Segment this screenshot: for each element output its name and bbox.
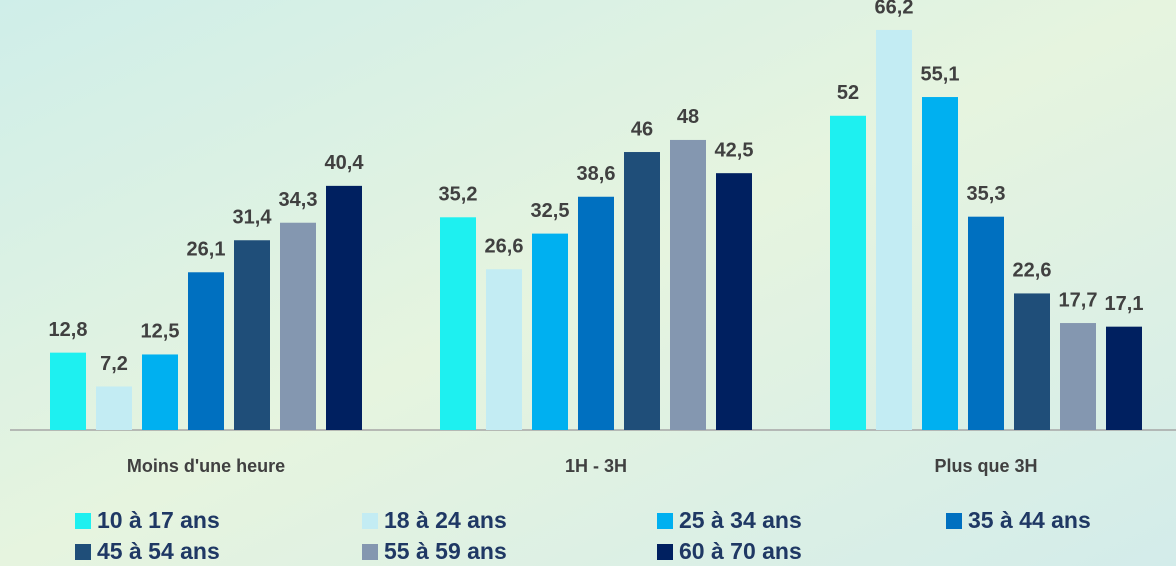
- legend-swatch: [657, 513, 673, 529]
- legend-label: 25 à 34 ans: [679, 507, 802, 533]
- value-label: 32,5: [531, 200, 570, 222]
- legend-swatch: [362, 513, 378, 529]
- legend-swatch: [946, 513, 962, 529]
- legend-label: 35 à 44 ans: [968, 507, 1091, 533]
- value-label: 34,3: [279, 189, 318, 211]
- legend-swatch: [75, 544, 91, 560]
- value-label: 55,1: [921, 63, 960, 85]
- legend-swatch: [75, 513, 91, 529]
- legend-label: 55 à 59 ans: [384, 538, 507, 564]
- bar: [968, 216, 1004, 430]
- value-label: 46: [631, 118, 653, 140]
- bar: [486, 269, 522, 430]
- x-tick-label: 1H - 3H: [565, 456, 627, 476]
- bar: [922, 97, 958, 430]
- bar: [234, 240, 270, 430]
- value-label: 38,6: [577, 163, 616, 185]
- legend-swatch: [362, 544, 378, 560]
- value-label: 12,5: [141, 321, 180, 343]
- bar: [532, 233, 568, 430]
- legend-label: 10 à 17 ans: [97, 507, 220, 533]
- value-label: 17,7: [1059, 289, 1098, 311]
- bar: [440, 217, 476, 430]
- x-tick-label: Plus que 3H: [934, 456, 1037, 476]
- x-tick-label: Moins d'une heure: [127, 456, 285, 476]
- value-label: 12,8: [49, 319, 88, 341]
- bar: [96, 386, 132, 430]
- value-label: 7,2: [100, 353, 128, 375]
- value-label: 52: [837, 82, 859, 104]
- bar: [876, 29, 912, 430]
- bar: [1014, 293, 1050, 430]
- legend-label: 45 à 54 ans: [97, 538, 220, 564]
- bar: [578, 196, 614, 430]
- bar: [188, 272, 224, 430]
- value-label: 26,1: [187, 239, 226, 261]
- bar: [670, 139, 706, 430]
- value-label: 31,4: [233, 207, 273, 229]
- value-label: 66,2: [875, 0, 914, 18]
- legend-label: 18 à 24 ans: [384, 507, 507, 533]
- value-label: 26,6: [485, 236, 524, 258]
- value-label: 17,1: [1105, 293, 1144, 315]
- bar: [280, 222, 316, 430]
- value-label: 48: [677, 106, 699, 128]
- bar: [142, 354, 178, 430]
- legend-swatch: [657, 544, 673, 560]
- legend-label: 60 à 70 ans: [679, 538, 802, 564]
- value-label: 40,4: [325, 152, 365, 174]
- bar: [1060, 323, 1096, 430]
- bar: [50, 352, 86, 430]
- bar: [830, 115, 866, 431]
- bar: [624, 152, 660, 430]
- value-label: 22,6: [1013, 260, 1052, 282]
- bar: [326, 185, 362, 430]
- bar: [1106, 326, 1142, 430]
- value-label: 35,2: [439, 184, 478, 206]
- value-label: 42,5: [715, 139, 754, 161]
- bar: [716, 173, 752, 430]
- value-label: 35,3: [967, 183, 1006, 205]
